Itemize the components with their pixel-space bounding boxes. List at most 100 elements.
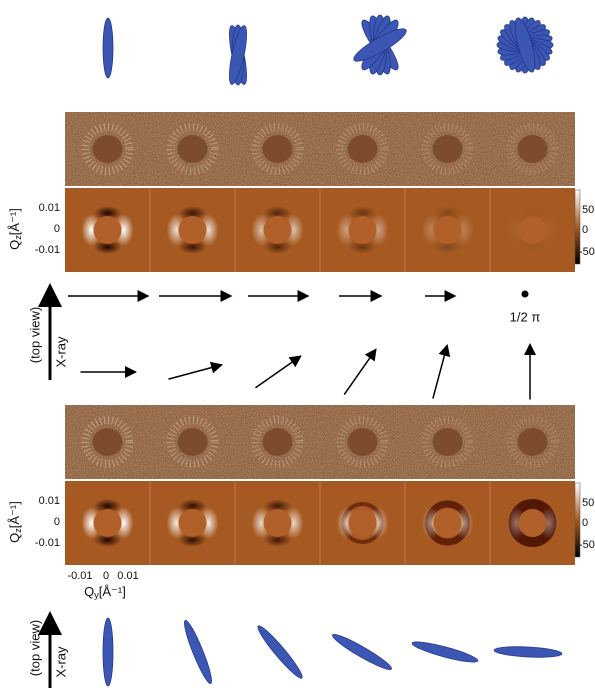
tick-label: 0.01 bbox=[39, 202, 60, 214]
tick-label: 0.01 bbox=[39, 495, 60, 507]
inset-label: X-ray bbox=[53, 646, 68, 678]
speckle-ring bbox=[166, 416, 219, 468]
center-disk bbox=[93, 509, 122, 537]
dark-lobe bbox=[93, 240, 122, 254]
tick-label: -0.01 bbox=[35, 537, 60, 549]
dark-lobe bbox=[178, 206, 207, 220]
axis-symbol: Q bbox=[7, 240, 22, 250]
particle bbox=[514, 17, 536, 73]
axis-label: Qy[Å⁻¹] bbox=[84, 584, 126, 600]
speckle-ring bbox=[506, 416, 559, 468]
dark-lobe bbox=[263, 206, 292, 220]
axis-label: Qz[Å⁻¹] bbox=[7, 501, 23, 543]
axis-sub: z bbox=[13, 528, 23, 533]
angle-label: 1/2 π bbox=[510, 309, 541, 324]
beamstop-hole bbox=[517, 135, 548, 163]
center-disk bbox=[433, 216, 462, 244]
beamstop-hole bbox=[262, 135, 293, 163]
dark-lobe bbox=[518, 206, 547, 220]
dark-lobe bbox=[263, 533, 292, 547]
beamstop-hole bbox=[92, 135, 123, 163]
beamstop-hole bbox=[347, 135, 378, 163]
dark-lobe bbox=[263, 499, 292, 513]
particle bbox=[257, 625, 303, 679]
panels bbox=[65, 14, 581, 687]
colorbar-tick: -50 bbox=[579, 539, 595, 551]
center-disk bbox=[178, 509, 207, 537]
inset-label: X-ray bbox=[53, 336, 68, 368]
dark-lobe bbox=[178, 240, 207, 254]
dark-lobe bbox=[348, 206, 377, 220]
center-disk bbox=[348, 216, 377, 244]
speckle-ring bbox=[421, 416, 474, 468]
speckle-ring bbox=[81, 416, 134, 468]
arrow bbox=[343, 348, 377, 395]
particle bbox=[102, 17, 114, 79]
axis-sub: z bbox=[13, 235, 23, 240]
beamstop-hole bbox=[432, 428, 463, 456]
speckle-ring bbox=[251, 123, 304, 175]
particle bbox=[332, 634, 392, 670]
speckle-ring bbox=[336, 123, 389, 175]
dark-lobe bbox=[93, 206, 122, 220]
speckle-ring bbox=[166, 123, 219, 175]
center-disk bbox=[178, 216, 207, 244]
axis-unit: [Å⁻¹] bbox=[99, 584, 126, 599]
tick-label: 0 bbox=[54, 516, 60, 528]
axis-symbol: Q bbox=[7, 533, 22, 543]
dark-lobe bbox=[93, 499, 122, 513]
dark-lobe bbox=[433, 240, 462, 254]
dark-lobe bbox=[263, 240, 292, 254]
colorbar bbox=[574, 482, 581, 558]
arrow bbox=[432, 343, 451, 399]
particle bbox=[411, 641, 479, 663]
colorbar bbox=[574, 189, 581, 265]
colorbar-tick: 0 bbox=[582, 224, 588, 236]
axis-sub: y bbox=[94, 590, 99, 600]
tick-label: 0 bbox=[103, 570, 109, 582]
axis-label: Qz[Å⁻¹] bbox=[7, 208, 23, 250]
tick-label: -0.01 bbox=[35, 244, 60, 256]
particle bbox=[184, 620, 212, 684]
particle bbox=[229, 25, 247, 85]
axis-unit: [Å⁻¹] bbox=[7, 501, 22, 528]
beamstop-hole bbox=[92, 428, 123, 456]
colorbar-tick: 50 bbox=[582, 497, 594, 509]
dark-lobe bbox=[178, 499, 207, 513]
center-disk bbox=[348, 509, 377, 537]
axis-unit: [Å⁻¹] bbox=[7, 208, 22, 235]
tick-label: 0.01 bbox=[117, 570, 138, 582]
beamstop-hole bbox=[262, 428, 293, 456]
colorbar-tick: 50 bbox=[582, 204, 594, 216]
arrow bbox=[168, 361, 224, 380]
speckle-ring bbox=[336, 416, 389, 468]
colorbar-tick: -50 bbox=[579, 246, 595, 258]
inset-label: (top view) bbox=[27, 307, 42, 363]
particle bbox=[493, 646, 563, 658]
dark-lobe bbox=[348, 240, 377, 254]
beamstop-hole bbox=[517, 428, 548, 456]
particle bbox=[353, 28, 407, 62]
axis-symbol: Q bbox=[84, 584, 94, 599]
beamstop-hole bbox=[177, 428, 208, 456]
colorbar-tick: 0 bbox=[582, 517, 588, 529]
center-disk bbox=[263, 509, 292, 537]
arrow-dot bbox=[521, 290, 529, 298]
beamstop-hole bbox=[432, 135, 463, 163]
speckle-ring bbox=[506, 123, 559, 175]
beamstop-hole bbox=[177, 135, 208, 163]
dark-lobe bbox=[178, 533, 207, 547]
center-disk bbox=[93, 216, 122, 244]
speckle-ring bbox=[81, 123, 134, 175]
beamstop-hole bbox=[347, 428, 378, 456]
particle bbox=[102, 617, 114, 687]
arrow bbox=[255, 355, 302, 389]
tick-label: -0.01 bbox=[67, 570, 92, 582]
center-disk bbox=[433, 509, 462, 537]
dark-lobe bbox=[433, 206, 462, 220]
dark-lobe bbox=[518, 240, 547, 254]
dark-lobe bbox=[93, 533, 122, 547]
inset-label: (top view) bbox=[27, 620, 42, 676]
speckle-ring bbox=[421, 123, 474, 175]
